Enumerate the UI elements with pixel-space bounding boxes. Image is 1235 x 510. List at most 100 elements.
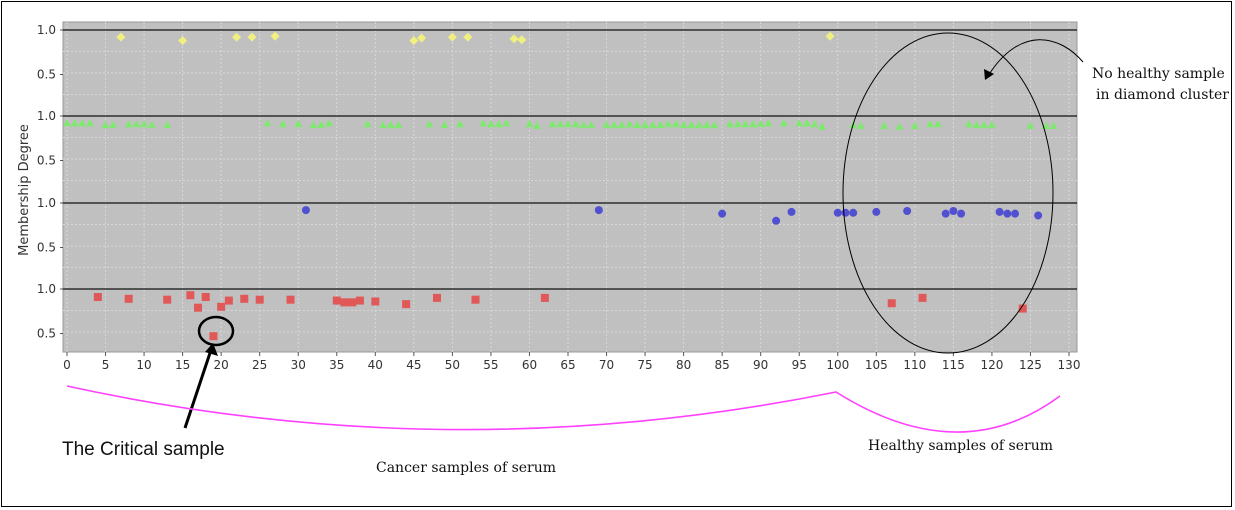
diamond-point xyxy=(517,35,527,45)
x-tick-label: 30 xyxy=(291,358,306,372)
triangle-point xyxy=(70,119,79,127)
square-point xyxy=(255,295,264,304)
triangle-point xyxy=(494,120,503,128)
triangle-point xyxy=(671,120,680,128)
square-point xyxy=(93,293,102,302)
circle-point xyxy=(301,206,310,215)
x-tick-label: 75 xyxy=(637,358,652,372)
square-point xyxy=(201,293,210,302)
square-point xyxy=(124,294,133,303)
circle-point xyxy=(787,207,796,216)
no-healthy-label-line2: in diamond cluster xyxy=(1096,87,1229,103)
triangle-point xyxy=(964,120,973,128)
circle-point xyxy=(903,207,912,216)
critical-sample-highlight xyxy=(197,315,235,347)
square-point xyxy=(340,298,349,307)
triangle-point xyxy=(687,120,696,129)
x-tick-label: 10 xyxy=(136,358,151,372)
triangle-point xyxy=(278,120,287,128)
square-point xyxy=(355,296,364,305)
triangle-point xyxy=(309,120,318,129)
triangle-point xyxy=(810,120,819,128)
triangle-point xyxy=(440,120,449,129)
no-healthy-label-line1: No healthy sample xyxy=(1092,66,1225,82)
square-point xyxy=(186,291,195,300)
circle-point xyxy=(849,208,858,217)
triangle-point xyxy=(602,120,611,129)
x-tick-label: 35 xyxy=(329,358,344,372)
healthy-samples-label: Healthy samples of serum xyxy=(868,438,1053,454)
triangle-point xyxy=(664,120,673,128)
cancer-samples-label: Cancer samples of serum xyxy=(376,460,556,476)
square-point xyxy=(887,299,896,308)
square-point xyxy=(209,332,218,341)
triangle-point xyxy=(533,121,542,129)
square-point xyxy=(240,294,249,303)
triangle-point xyxy=(648,120,657,129)
square-point xyxy=(217,302,226,311)
triangle-point xyxy=(571,120,580,128)
x-tick-label: 15 xyxy=(175,358,190,372)
x-tick-label: 65 xyxy=(560,358,575,372)
triangle-point xyxy=(610,120,619,129)
circle-point xyxy=(941,209,950,218)
triangle-point xyxy=(633,120,642,129)
x-tick-label: 45 xyxy=(406,358,421,372)
triangle-point xyxy=(109,120,118,129)
triangle-point xyxy=(617,120,626,129)
triangle-point xyxy=(78,119,87,127)
triangle-point xyxy=(926,120,935,128)
triangle-point xyxy=(101,120,110,129)
square-point xyxy=(371,297,380,306)
circle-point xyxy=(1003,209,1012,218)
triangle-point xyxy=(486,120,495,128)
triangle-point xyxy=(741,120,750,128)
no-healthy-arrowhead xyxy=(984,69,994,80)
triangle-point xyxy=(895,122,904,130)
x-tick-label: 5 xyxy=(102,358,110,372)
triangle-point xyxy=(587,120,596,129)
x-tick-label: 105 xyxy=(865,358,888,372)
diamond-point xyxy=(178,36,188,46)
triangle-point xyxy=(987,120,996,129)
square-point xyxy=(540,293,549,302)
square-point xyxy=(1018,304,1027,313)
triangle-point xyxy=(625,120,634,128)
triangle-point xyxy=(86,119,95,127)
sample-group-bracket xyxy=(66,385,1061,433)
triangle-point xyxy=(880,121,889,129)
square-point xyxy=(918,293,927,302)
circle-point xyxy=(594,206,603,215)
triangle-point xyxy=(972,120,981,129)
y-tick-label: 1.0 xyxy=(37,196,56,210)
triangle-point xyxy=(725,120,734,128)
square-point xyxy=(194,303,203,312)
square-point xyxy=(432,293,441,302)
triangle-point xyxy=(933,120,942,128)
y-axis-label: Membership Degree xyxy=(17,124,32,256)
x-tick-label: 40 xyxy=(368,358,383,372)
triangle-point xyxy=(363,120,372,128)
circle-point xyxy=(841,208,850,217)
triangle-point xyxy=(579,120,588,129)
triangle-point xyxy=(556,120,565,128)
y-tick-label: 1.0 xyxy=(37,282,56,296)
y-tick-label: 0.5 xyxy=(37,68,56,82)
triangle-point xyxy=(456,120,465,128)
x-tick-label: 60 xyxy=(522,358,537,372)
circle-point xyxy=(772,216,781,225)
triangle-point xyxy=(733,120,742,128)
x-tick-label: 25 xyxy=(252,358,267,372)
triangle-point xyxy=(656,120,665,129)
square-point xyxy=(402,300,411,309)
triangle-point xyxy=(140,120,149,128)
critical-sample-label: The Critical sample xyxy=(62,439,225,460)
y-tick-label: 1.0 xyxy=(37,23,56,37)
plot-area xyxy=(62,21,1078,353)
triangle-point xyxy=(425,120,434,128)
x-tick-label: 120 xyxy=(980,358,1003,372)
triangle-point xyxy=(641,120,650,129)
circle-point xyxy=(1034,211,1043,220)
triangle-point xyxy=(795,119,804,127)
